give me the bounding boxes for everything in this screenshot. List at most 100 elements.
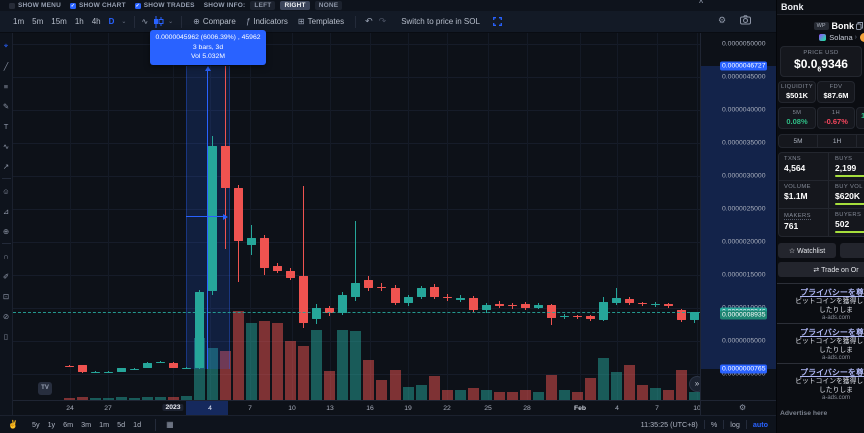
- price-usd-card: PRICE USD $0.069346: [780, 46, 862, 78]
- chart-type-caret-icon[interactable]: ⌄: [168, 19, 174, 25]
- stats-row: MAKERS 761 BUYERS 502: [779, 209, 864, 237]
- emoji-tool-icon[interactable]: ☺: [2, 186, 10, 196]
- token-info-panel: Bonk WP Bonk Solana › PRICE USD $0.06934…: [776, 0, 864, 433]
- log-scale-button[interactable]: log: [730, 420, 740, 429]
- screenshot-camera-icon[interactable]: [740, 15, 751, 25]
- candle-body: [181, 367, 191, 369]
- chart-settings-icon[interactable]: ⚙: [718, 15, 727, 25]
- gridline-v: [580, 33, 581, 400]
- time-axis[interactable]: 24 27 2023 4 7 10 13 16 19 22 25 28 Feb 4 7 10: [13, 400, 700, 416]
- hand-icon[interactable]: ✌: [8, 420, 18, 429]
- clock-label[interactable]: 11:35:25 (UTC+8): [640, 420, 698, 429]
- ad-item[interactable]: プライバシーを尊重ビットコインを獲得したりしたりしまa-ads.com: [777, 323, 864, 363]
- crosshair-tool-icon[interactable]: ⌖: [3, 41, 9, 50]
- lock-tool-icon[interactable]: ⊡: [2, 291, 10, 301]
- stats-tab-1H[interactable]: 1H: [818, 135, 857, 148]
- gridline-v: [370, 33, 371, 400]
- percent-scale-button[interactable]: %: [710, 420, 718, 429]
- axis-gear-icon[interactable]: ⚙: [739, 403, 747, 412]
- auto-scale-button[interactable]: auto: [752, 420, 768, 429]
- stats-tab-5M[interactable]: 5M: [779, 135, 818, 148]
- info-right-button[interactable]: RIGHT: [280, 1, 310, 10]
- solana-icon: [819, 34, 827, 41]
- candles-chart-type-icon[interactable]: [153, 15, 164, 28]
- range-6m[interactable]: 6m: [63, 420, 74, 429]
- chart-canvas[interactable]: TV »: [13, 33, 700, 400]
- show-menu-checkbox[interactable]: [9, 2, 15, 9]
- switch-price-sol-button[interactable]: Switch to price in SOL: [401, 17, 480, 26]
- ad-item[interactable]: プライバシーを尊重ビットコインを獲得したりしたりしまa-ads.com: [777, 363, 864, 403]
- pct-box-5M[interactable]: 5M 0.08%: [778, 107, 816, 130]
- collapse-toolbar-button[interactable]: ^: [698, 0, 704, 7]
- trend-line-tool-icon[interactable]: ╱: [3, 61, 9, 71]
- copy-icon[interactable]: [856, 22, 863, 30]
- fib-retracement-tool-icon[interactable]: ≡: [3, 81, 9, 91]
- brush-tool-icon[interactable]: ✎: [2, 101, 10, 111]
- tradingview-watermark: TV: [38, 382, 52, 395]
- range-5y[interactable]: 5y: [31, 420, 40, 429]
- pattern-tool-icon[interactable]: ∿: [2, 141, 10, 151]
- chain-name[interactable]: Solana: [829, 33, 853, 42]
- timeframe-1m[interactable]: 1m: [13, 17, 25, 26]
- gridline-h: [13, 308, 700, 309]
- alerts-button[interactable]: [840, 243, 864, 259]
- delete-drawings-tool-icon[interactable]: ▯: [3, 331, 9, 341]
- magnet-tool-icon[interactable]: ∩: [3, 251, 9, 261]
- hide-drawings-tool-icon[interactable]: ⊘: [2, 311, 10, 321]
- timeframe-4h[interactable]: 4h: [91, 17, 101, 26]
- maximize-icon[interactable]: [492, 17, 502, 26]
- zoom-in-tool-icon[interactable]: ⊕: [2, 226, 10, 236]
- axis-settings-corner[interactable]: ⚙: [700, 400, 777, 416]
- templates-button[interactable]: ⊞ Templates: [297, 17, 345, 26]
- compare-button[interactable]: ⊕ Compare: [193, 17, 236, 26]
- volume-bar: [363, 360, 375, 400]
- range-5d[interactable]: 5d: [117, 420, 126, 429]
- time-tick-label: 24: [66, 404, 74, 412]
- gridline-v: [408, 33, 409, 400]
- timeframe-15m[interactable]: 15m: [51, 17, 67, 26]
- timeframe-D[interactable]: D: [108, 17, 115, 26]
- calendar-icon[interactable]: ▦: [166, 420, 174, 429]
- watchlist-button[interactable]: ☆ Watchlist: [778, 243, 836, 259]
- measure-change: 0.0000045962 (6006.39%) , 45962: [155, 34, 261, 41]
- pct-box-clipped[interactable]: 1: [856, 107, 864, 130]
- timeframe-5m[interactable]: 5m: [32, 17, 44, 26]
- candle-body: [586, 315, 596, 320]
- measure-tool-icon[interactable]: ⊿: [2, 206, 10, 216]
- line-chart-type-icon[interactable]: ∿: [141, 17, 149, 26]
- price-usd-value: $0.069346: [794, 57, 848, 74]
- range-1m[interactable]: 1m: [99, 420, 110, 429]
- info-none-button[interactable]: NONE: [314, 1, 343, 10]
- range-3m[interactable]: 3m: [81, 420, 92, 429]
- ad-item[interactable]: プライバシーを尊重ビットコインを獲得したりしたりしまa-ads.com: [777, 283, 864, 323]
- undo-icon[interactable]: ↶: [365, 16, 373, 26]
- volume-bar: [89, 398, 101, 400]
- advertise-here-link[interactable]: Advertise here: [780, 410, 828, 418]
- stats-tab-clipped[interactable]: [857, 135, 864, 147]
- price-axis[interactable]: 0.0000050000 0.0000045000 0.0000040000 0.00…: [700, 33, 777, 400]
- show-trades-checkbox[interactable]: ✓: [134, 2, 141, 9]
- chart-toolbar: 1m 5m 15m 1h 4h D ⌄ ∿ ⌄ ⊕ Compare ƒ Indicator…: [0, 11, 776, 33]
- wp-badge[interactable]: WP: [813, 22, 829, 30]
- show-menu-toggle[interactable]: SHOW MENU: [9, 2, 61, 9]
- show-trades-toggle[interactable]: ✓ SHOW TRADES: [134, 2, 195, 9]
- scroll-to-realtime-button[interactable]: »: [689, 376, 700, 392]
- range-1d[interactable]: 1d: [133, 420, 142, 429]
- show-chart-toggle[interactable]: ✓ SHOW CHART: [69, 2, 126, 9]
- timeframe-caret-icon[interactable]: ⌄: [121, 19, 127, 25]
- info-left-button[interactable]: LEFT: [250, 1, 276, 10]
- projection-tool-icon[interactable]: ↗: [2, 161, 10, 171]
- gridline-v: [330, 33, 331, 400]
- drawing-mode-tool-icon[interactable]: ✐: [2, 271, 10, 281]
- range-1y[interactable]: 1y: [47, 420, 56, 429]
- indicators-button[interactable]: ƒ Indicators: [245, 17, 288, 26]
- pct-box-1H[interactable]: 1H -0.67%: [817, 107, 855, 130]
- show-chart-checkbox[interactable]: ✓: [69, 2, 76, 9]
- timeframe-1h[interactable]: 1h: [74, 17, 84, 26]
- gridline-v: [488, 33, 489, 400]
- candle-body: [273, 266, 283, 272]
- text-tool-icon[interactable]: T: [3, 121, 9, 131]
- time-tick-label: 16: [366, 404, 374, 412]
- candle-body: [455, 298, 465, 301]
- trade-button[interactable]: ⇄ Trade on Or: [778, 262, 864, 278]
